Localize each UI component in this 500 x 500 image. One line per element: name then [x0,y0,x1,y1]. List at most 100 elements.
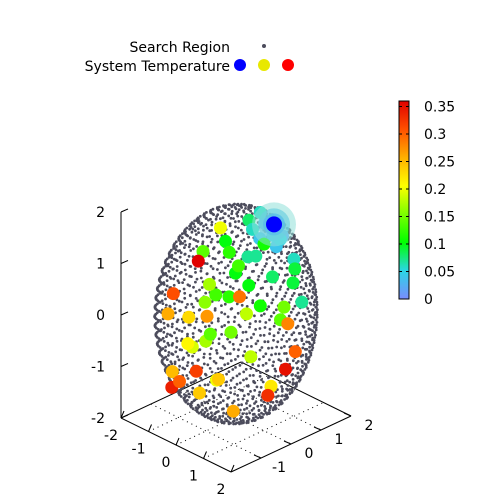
search-region-point [163,364,166,367]
search-region-point [263,340,266,343]
best-point-marker [266,216,282,232]
temperature-point [261,389,274,402]
search-region-point [188,396,191,399]
search-region-point [195,320,198,323]
search-region-point [171,323,174,326]
search-region-point [288,381,291,384]
search-region-point [176,340,179,343]
search-region-point [225,283,228,286]
z-tick [121,312,128,315]
search-region-point [316,313,319,316]
search-region-point [165,304,168,307]
search-region-point [264,352,267,355]
search-region-point [184,240,187,243]
search-region-point [279,381,282,384]
search-region-point [184,269,187,272]
search-region-point [240,240,243,243]
search-region-point [170,256,173,259]
search-region-point [213,405,216,408]
search-region-point [168,270,171,273]
temperature-point [201,310,214,323]
search-region-point [161,292,164,295]
search-region-point [219,272,222,275]
search-region-point [166,333,169,336]
search-region-point [222,412,225,415]
search-region-point [219,217,222,220]
search-region-point [178,309,181,312]
search-region-point [270,286,273,289]
search-region-point [308,346,311,349]
search-region-point [239,244,242,247]
search-region-point [187,361,190,364]
search-region-point [305,257,308,260]
search-region-point [260,404,263,407]
search-region-point [249,206,252,209]
search-region-point [210,265,213,268]
search-region-point [216,268,219,271]
search-region-point [242,398,245,401]
search-region-point [275,346,278,349]
search-region-point [239,364,242,367]
search-region-point [234,206,237,209]
search-region-point [199,215,202,218]
search-region-point [240,215,243,218]
search-region-point [310,279,313,282]
search-region-point [254,328,257,331]
search-region-point [315,291,318,294]
search-region-point [223,272,226,275]
search-region-point [280,267,283,270]
search-region-point [192,332,195,335]
search-region-point [300,319,303,322]
search-region-point [191,387,194,390]
search-region-point [269,407,272,410]
search-region-point [176,355,179,358]
temperature-point [190,365,203,378]
y-tick-label: 2 [365,418,374,434]
search-region-point [233,348,236,351]
search-region-point [305,284,308,287]
search-region-point [218,337,221,340]
search-region-point [285,340,288,343]
colorbar-tick-label: 0.3 [424,127,446,143]
search-region-point [237,227,240,230]
search-region-point [312,291,315,294]
search-region-point [222,216,225,219]
search-region-point [251,301,254,304]
search-region-point [265,262,268,265]
search-region-point [180,251,183,254]
search-region-point [189,249,192,252]
search-region-point [287,384,290,387]
search-region-point [290,333,293,336]
search-region-point [298,243,301,246]
search-region-point [172,268,175,271]
x-tick [204,452,207,459]
search-region-point [159,346,162,349]
x-tick-label: -1 [132,442,146,458]
search-region-point [231,210,234,213]
search-region-point [211,221,214,224]
search-region-point [265,411,268,414]
search-region-point [246,345,249,348]
search-region-point [173,284,176,287]
search-region-point [288,338,291,341]
search-region-point [169,360,172,363]
search-region-point [309,314,312,317]
search-region-point [248,418,251,421]
search-region-point [215,411,218,414]
search-region-point [236,234,239,237]
search-region-point [232,243,235,246]
search-region-point [237,398,240,401]
search-region-point [230,379,233,382]
search-region-point [179,256,182,259]
search-region-point [172,353,175,356]
z-tick-label: -2 [91,411,105,427]
search-region-point [183,253,186,256]
search-region-point [237,312,240,315]
search-region-point [311,309,314,312]
x-tick-label: 1 [189,469,198,485]
search-region-point [280,346,283,349]
search-region-point [226,352,229,355]
search-region-point [280,260,283,263]
search-region-point [314,311,317,314]
temperature-point [181,337,194,350]
